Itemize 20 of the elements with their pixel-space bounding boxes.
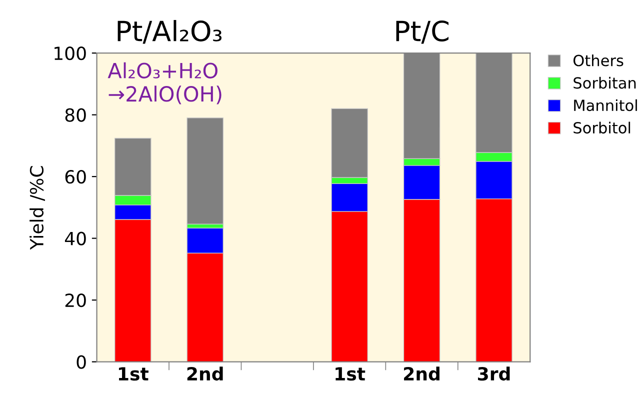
y-tick-label: 20 — [65, 294, 86, 308]
legend-label: Mannitol — [574, 99, 637, 112]
legend-label: Sorbitan — [574, 76, 636, 89]
x-tick-label: 2nd — [404, 366, 440, 381]
text: Pt/Al₂O₃ — [118, 20, 222, 44]
x-tick-label: 2nd — [187, 366, 223, 381]
x-tick-label: 1st — [118, 367, 148, 381]
y-tick-label: 40 — [64, 232, 86, 246]
y-tick-label: 80 — [65, 108, 86, 122]
y-tick-label: 0 — [76, 355, 86, 369]
x-tick-label: 3rd — [478, 366, 510, 381]
annotation: Al₂O₃+H₂O →2AlO(OH) — [108, 62, 222, 104]
x-tick-label: 1st — [336, 367, 366, 381]
y-tick-label: 60 — [65, 170, 86, 184]
text: Pt/C — [396, 20, 448, 44]
legend-label: Others — [573, 54, 624, 66]
y-axis-title: Yield /%C — [30, 166, 45, 250]
legend-label: Sorbitol — [574, 122, 630, 134]
y-tick-label: 100 — [54, 46, 86, 60]
bar — [186, 118, 224, 224]
